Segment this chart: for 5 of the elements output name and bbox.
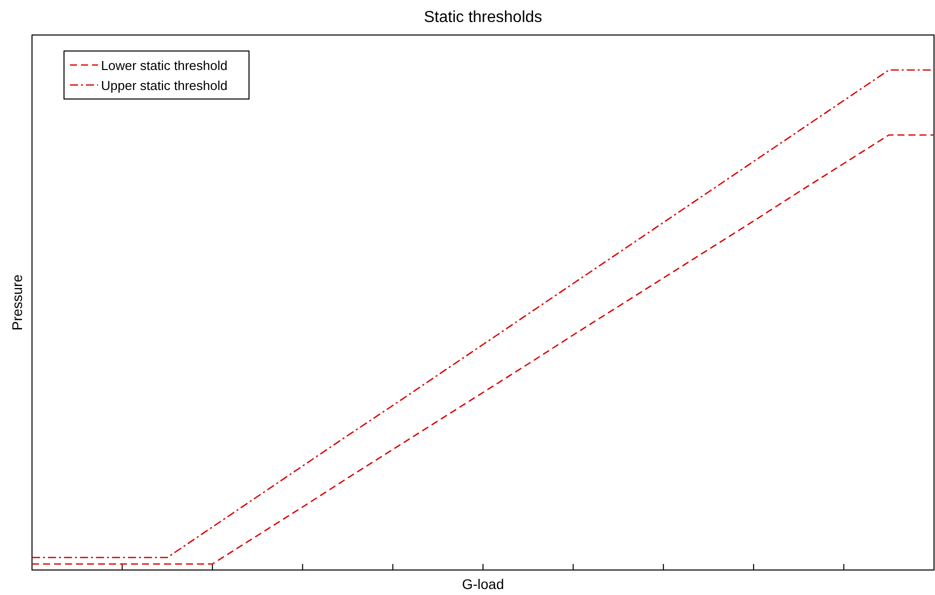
legend-label: Upper static threshold [101,78,228,93]
legend-label: Lower static threshold [101,58,228,73]
x-axis-title: G-load [462,576,504,592]
chart-title: Static thresholds [424,9,542,26]
y-axis-title: Pressure [9,274,25,331]
